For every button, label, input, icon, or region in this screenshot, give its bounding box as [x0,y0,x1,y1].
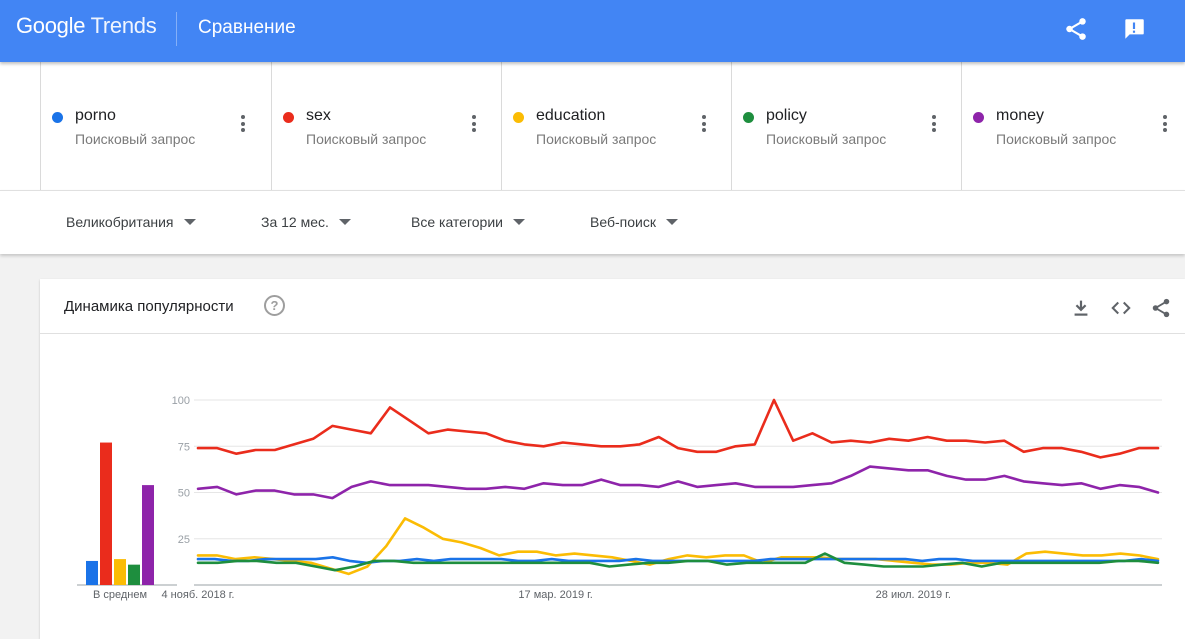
interest-over-time-card: Динамика популярности ? В среднем 25 50 75 1… [40,279,1185,639]
filters-bar: Великобритания За 12 мес. Все категории … [0,190,1185,254]
logo-trends: Trends [90,13,157,38]
series-line-education [196,517,1160,576]
app-header: Google Trends Сравнение [0,0,1185,62]
term-card-porno[interactable]: porno Поисковый запрос [40,62,271,190]
card-divider [40,333,1185,334]
average-bar-education [114,559,126,585]
feedback-icon[interactable] [1121,16,1147,42]
period-dropdown[interactable]: За 12 мес. [261,214,351,230]
term-card-money[interactable]: money Поисковый запрос [961,62,1185,190]
region-value: Великобритания [66,214,174,230]
search-type-dropdown[interactable]: Веб-поиск [590,214,678,230]
x-tick-label: 17 мар. 2019 г. [518,589,592,601]
category-dropdown[interactable]: Все категории [411,214,525,230]
x-tick-label: 4 нояб. 2018 г. [162,589,235,601]
search-type-value: Веб-поиск [590,214,656,230]
arrow-drop-down-icon [512,219,525,225]
average-bar-money [142,485,154,585]
term-name[interactable]: sex [306,107,331,124]
term-card-education[interactable]: education Поисковый запрос [501,62,731,190]
embed-icon[interactable] [1110,297,1132,319]
term-type: Поисковый запрос [306,131,427,147]
term-name[interactable]: money [996,107,1045,124]
arrow-drop-down-icon [338,219,351,225]
term-card-sex[interactable]: sex Поисковый запрос [271,62,501,190]
category-value: Все категории [411,214,503,230]
series-line-policy [196,552,1160,572]
share-icon[interactable] [1063,16,1089,42]
search-terms-bar: porno Поисковый запрос sex Поисковый зап… [0,62,1185,190]
arrow-drop-down-icon [665,219,678,225]
page-title: Сравнение [198,17,296,38]
term-type: Поисковый запрос [996,131,1117,147]
more-vert-icon[interactable] [1163,115,1167,135]
logo-google: Google [16,13,86,38]
trends-chart: В среднем 25 50 75 100 4 нояб. 2018 г. 17 мар.… [77,395,1162,601]
average-bar-porno [86,560,98,585]
series-line-money [196,465,1160,500]
term-type: Поисковый запрос [536,131,657,147]
term-card-policy[interactable]: policy Поисковый запрос [731,62,961,190]
term-name[interactable]: porno [75,107,116,124]
term-color-dot [743,112,754,123]
period-value: За 12 мес. [261,214,329,230]
more-vert-icon[interactable] [241,115,245,135]
region-dropdown[interactable]: Великобритания [66,214,196,230]
google-trends-logo[interactable]: Google Trends [16,13,157,39]
term-name[interactable]: education [536,107,606,124]
average-label: В среднем [93,589,147,601]
term-color-dot [52,112,63,123]
y-tick-label: 50 [178,488,190,500]
x-tick-label: 28 июл. 2019 г. [876,589,951,601]
term-type: Поисковый запрос [766,131,887,147]
term-color-dot [973,112,984,123]
y-tick-label: 25 [178,534,190,546]
average-bar-policy [128,564,140,585]
term-color-dot [283,112,294,123]
term-color-dot [513,112,524,123]
arrow-drop-down-icon [183,219,196,225]
y-tick-label: 75 [178,441,190,453]
more-vert-icon[interactable] [702,115,706,135]
series-line-sex [196,398,1160,459]
more-vert-icon[interactable] [472,115,476,135]
card-title: Динамика популярности [64,298,234,315]
download-icon[interactable] [1070,297,1092,319]
term-type: Поисковый запрос [75,131,196,147]
header-divider [176,12,177,46]
more-vert-icon[interactable] [932,115,936,135]
term-name[interactable]: policy [766,107,807,124]
share-icon[interactable] [1150,297,1172,319]
average-bar-sex [100,442,112,585]
help-icon[interactable]: ? [264,295,285,316]
y-tick-label: 100 [172,395,190,407]
